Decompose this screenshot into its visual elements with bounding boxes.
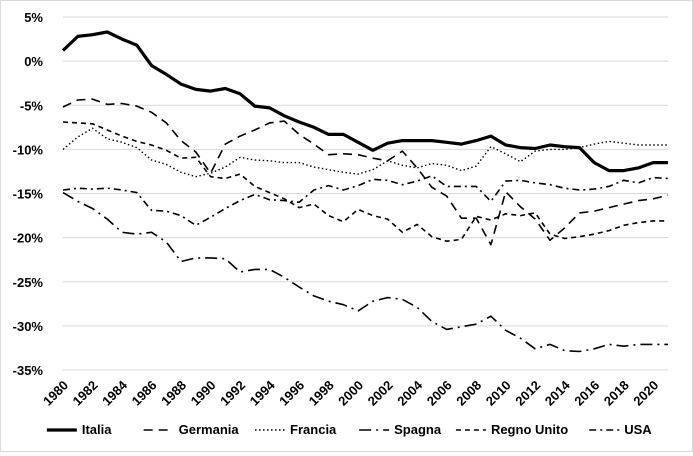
legend: Italia Germania Francia Spagna Regno Unito US… [46,422,652,437]
legend-label: Regno Unito [491,422,568,437]
series-line-regno-unito [62,121,668,242]
x-tick-label: 2014 [542,377,574,409]
x-tick-label: 2002 [365,378,396,409]
y-tick-label: -5% [20,98,44,113]
legend-label: Spagna [394,422,442,437]
x-tick-label: 1994 [247,377,279,409]
y-tick-label: 0% [24,54,43,69]
legend-label: Francia [290,422,337,437]
x-tick-label: 1990 [188,378,219,409]
legend-label: Germania [179,422,240,437]
legend-item: Italia [46,422,112,437]
x-tick-label: 2016 [571,378,602,409]
legend-item: USA [589,422,652,437]
x-tick-label: 1980 [40,378,71,409]
series-line-usa [62,175,669,227]
x-tick-label: 2004 [394,377,426,409]
series-lines [61,30,669,353]
series-line-italia [61,30,668,173]
x-tick-label: 2018 [601,378,632,409]
legend-item: Regno Unito [455,422,568,437]
x-tick-label: 2000 [335,378,366,409]
legend-label: USA [624,422,652,437]
y-tick-label: -10% [13,142,44,157]
x-tick-label: 2010 [483,378,514,409]
legend-item: Germania [143,422,240,437]
series-line-germania [62,98,669,246]
series-line-spagna [62,191,668,353]
x-tick-label: 1996 [276,378,307,409]
y-tick-label: -15% [13,187,44,202]
y-tick-label: -30% [13,319,44,334]
y-axis-tick-labels: 5% 0% -5% -10% -15% -20% -25% -30% -35% [13,10,44,378]
x-axis-tick-labels: 1980198219841986198819901992199419961998… [40,377,661,409]
y-tick-label: -25% [13,275,44,290]
x-tick-label: 2008 [453,378,484,409]
x-tick-label: 1984 [99,377,131,409]
y-tick-label: -20% [13,231,44,246]
x-tick-label: 1982 [70,378,101,409]
x-tick-label: 1998 [306,378,337,409]
x-tick-label: 1986 [129,378,160,409]
x-tick-label: 2012 [512,378,543,409]
y-tick-label: 5% [24,10,43,25]
x-tick-label: 2020 [630,378,661,409]
y-tick-label: -35% [13,363,44,378]
legend-label: Italia [82,422,112,437]
x-tick-label: 2006 [424,378,455,409]
x-tick-label: 1992 [217,378,248,409]
series-line-francia [62,127,668,178]
x-tick-label: 1988 [158,378,189,409]
gridlines [63,16,668,371]
legend-item: Francia [255,422,337,437]
legend-item: Spagna [359,422,442,437]
